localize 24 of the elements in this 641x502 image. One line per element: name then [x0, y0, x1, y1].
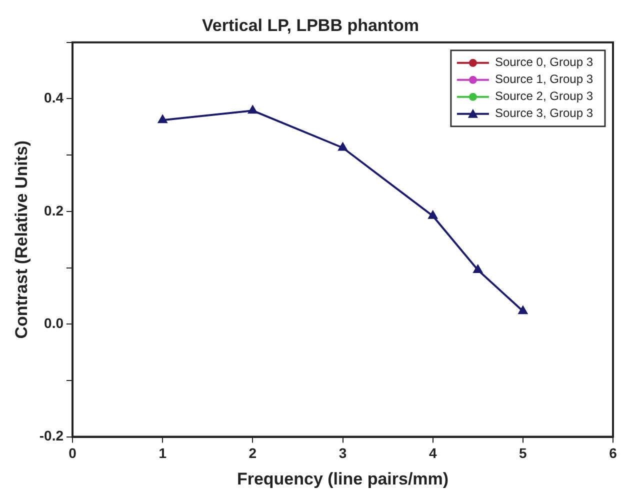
legend-label: Source 1, Group 3: [494, 72, 594, 86]
point: [428, 210, 438, 219]
point: [338, 142, 348, 151]
y-tick-label: 0.4: [44, 90, 64, 106]
x-tick-label: 1: [158, 445, 167, 462]
y-tick-label: 0.0: [44, 314, 64, 331]
y-tick-label: -0.2: [39, 428, 64, 444]
point: [158, 115, 168, 124]
x-tick-label: 5: [519, 445, 528, 462]
point: [473, 265, 482, 274]
x-tick-label: 4: [428, 445, 437, 462]
legend-label: Source 0, Group 3: [494, 55, 594, 70]
x-tick-label: 0: [68, 445, 77, 462]
legend-label: Source 3, Group 3: [494, 106, 594, 120]
x-tick-label: 2: [248, 445, 257, 462]
x-tick-label: 3: [338, 445, 347, 462]
legend-label: Source 2, Group 3: [494, 89, 594, 104]
y-tick-label: 0.2: [44, 202, 64, 218]
y-axis-title: Contrast (Relative Units): [12, 140, 31, 339]
chart-title: Vertical LP, LPBB phantom: [202, 16, 419, 35]
point: [248, 106, 258, 114]
point: [518, 306, 528, 314]
x-axis-title: Frequency (line pairs/mm): [236, 469, 449, 488]
x-tick-label: 6: [609, 445, 618, 462]
